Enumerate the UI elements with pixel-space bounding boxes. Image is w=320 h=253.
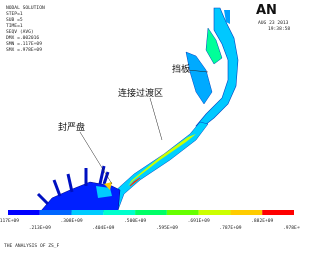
legend-band [199,210,231,215]
legend: .117E+09 .213E+09 .308E+09 .404E+09 .500E+09… [0,210,300,231]
date: AUG 23 2013 [258,20,289,26]
legend-band [72,210,104,215]
info-line: DMX =.002016 [6,35,39,41]
info-line: STEP=1 [6,11,23,17]
legend-band [8,210,40,215]
legend-label: .117E+09 [0,218,19,224]
legend-band [40,210,72,215]
legend-band [230,210,262,215]
info-line: SEQV (AVG) [6,29,34,35]
label-baffle: 挡板 [172,63,190,75]
footer: THE ANALYSIS OF ZS_F [4,243,60,249]
legend-label: .308E+09 [60,218,82,224]
legend-label: .500E+09 [124,218,146,224]
legend-label: .882E+09 [251,218,273,224]
legend-band [103,210,135,215]
time: 19:38:58 [268,26,290,32]
legend-label: .978E+09 [283,225,300,231]
baffle [186,52,212,104]
legend-band [262,210,294,215]
legend-band [167,210,199,215]
info-line: NODAL SOLUTION [6,5,45,11]
info-line: SMN =.117E+09 [6,41,42,47]
legend-label: .787E+09 [219,225,241,231]
legend-label: .691E+09 [188,218,210,224]
label-seal-disk: 封严盘 [58,121,85,133]
legend-label: .595E+09 [156,225,178,231]
legend-label: .213E+09 [29,225,51,231]
info-line: TIME=1 [6,23,23,29]
info-line: SUB =5 [6,17,23,23]
legend-band [135,210,167,215]
logo: AN [256,3,277,18]
model [38,8,238,212]
pointer [150,98,162,140]
legend-label: .404E+09 [92,225,114,231]
label-transition: 连接过渡区 [118,87,163,99]
info-line: SMX =.978E+09 [6,47,42,53]
pointers [80,70,208,184]
